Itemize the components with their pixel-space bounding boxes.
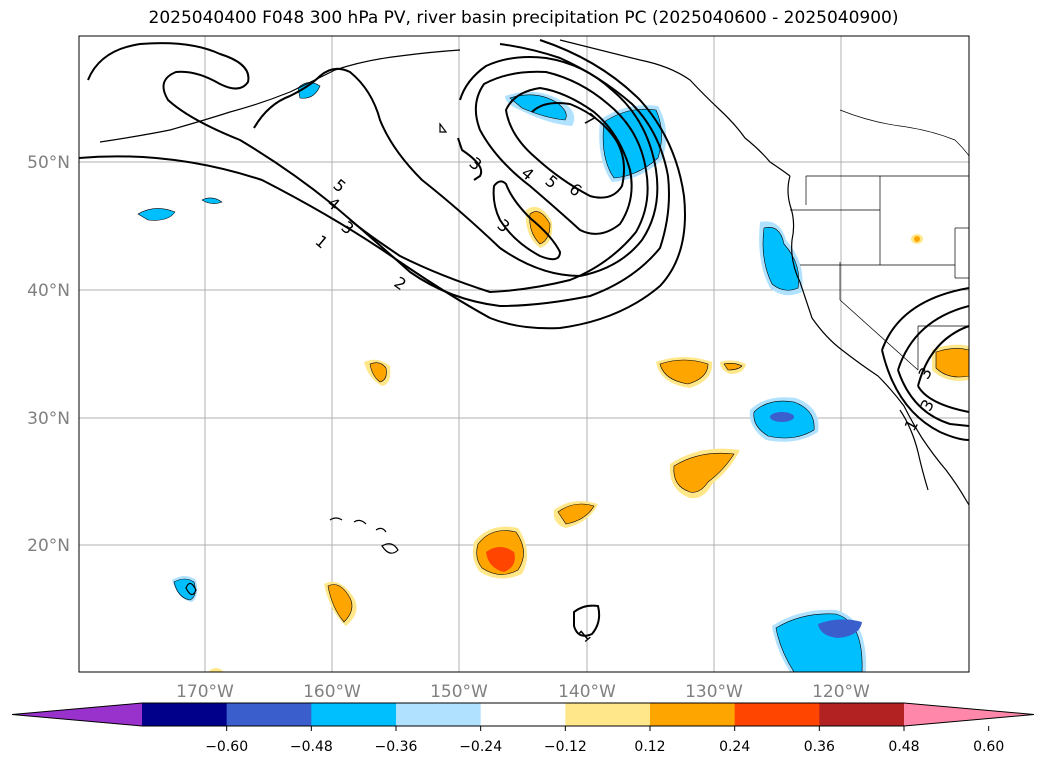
lat-label: 50°N <box>27 153 70 173</box>
map-background <box>79 36 969 672</box>
colorbar-extend-high <box>904 703 1034 726</box>
lon-label: 120°W <box>812 682 870 702</box>
lon-label: 170°W <box>176 682 234 702</box>
colorbar-tick-label: −0.60 <box>205 739 248 755</box>
map-frame <box>78 35 970 673</box>
lon-label: 140°W <box>558 682 616 702</box>
colorbar-tick-label: −0.24 <box>459 739 502 755</box>
colorbar-tick-label: −0.48 <box>290 739 333 755</box>
precip-negative-patches <box>137 82 867 672</box>
map-title: 2025040400 F048 300 hPa PV, river basin … <box>148 8 899 28</box>
lon-label: 130°W <box>685 682 743 702</box>
colorbar-swatch <box>142 703 228 726</box>
colorbar-tick-label: −0.12 <box>544 739 587 755</box>
lon-label: 160°W <box>303 682 361 702</box>
colorbar-swatch <box>480 703 566 726</box>
lat-label: 40°N <box>27 281 70 301</box>
colorbar-outline <box>11 702 1035 727</box>
colorbar-tick-label: 0.48 <box>888 739 919 755</box>
colorbar-swatch <box>819 703 905 726</box>
colorbar-tick-label: 0.36 <box>804 739 835 755</box>
longitude-labels: 170°W 160°W 150°W 140°W 130°W 120°W <box>176 682 870 702</box>
colorbar-swatch <box>311 703 397 726</box>
colorbar-swatch <box>650 703 736 726</box>
colorbar-swatch <box>565 703 651 726</box>
colorbar-tick-label: −0.36 <box>375 739 418 755</box>
coastlines <box>99 39 969 596</box>
latitude-labels: 50°N 40°N 30°N 20°N <box>27 153 70 556</box>
lat-label: 30°N <box>27 409 70 429</box>
lon-label: 150°W <box>430 682 488 702</box>
pv-contours <box>79 39 969 637</box>
colorbar <box>11 702 1035 727</box>
colorbar-tick-label: 0.24 <box>719 739 750 755</box>
precip-positive-patches <box>208 206 969 672</box>
colorbar-extend-low <box>12 703 142 726</box>
colorbar-swatch <box>396 703 482 726</box>
colorbar-tick-label: 0.60 <box>973 739 1004 755</box>
colorbar-swatch <box>226 703 312 726</box>
lat-label: 20°N <box>27 536 70 556</box>
colorbar-tick-label: 0.12 <box>634 739 665 755</box>
political-borders <box>790 109 969 371</box>
colorbar-swatch <box>734 703 820 726</box>
colorbar-tick-labels: −0.60 −0.48 −0.36 −0.24 −0.12 0.12 0.24 0.36 0.4… <box>205 726 1004 755</box>
